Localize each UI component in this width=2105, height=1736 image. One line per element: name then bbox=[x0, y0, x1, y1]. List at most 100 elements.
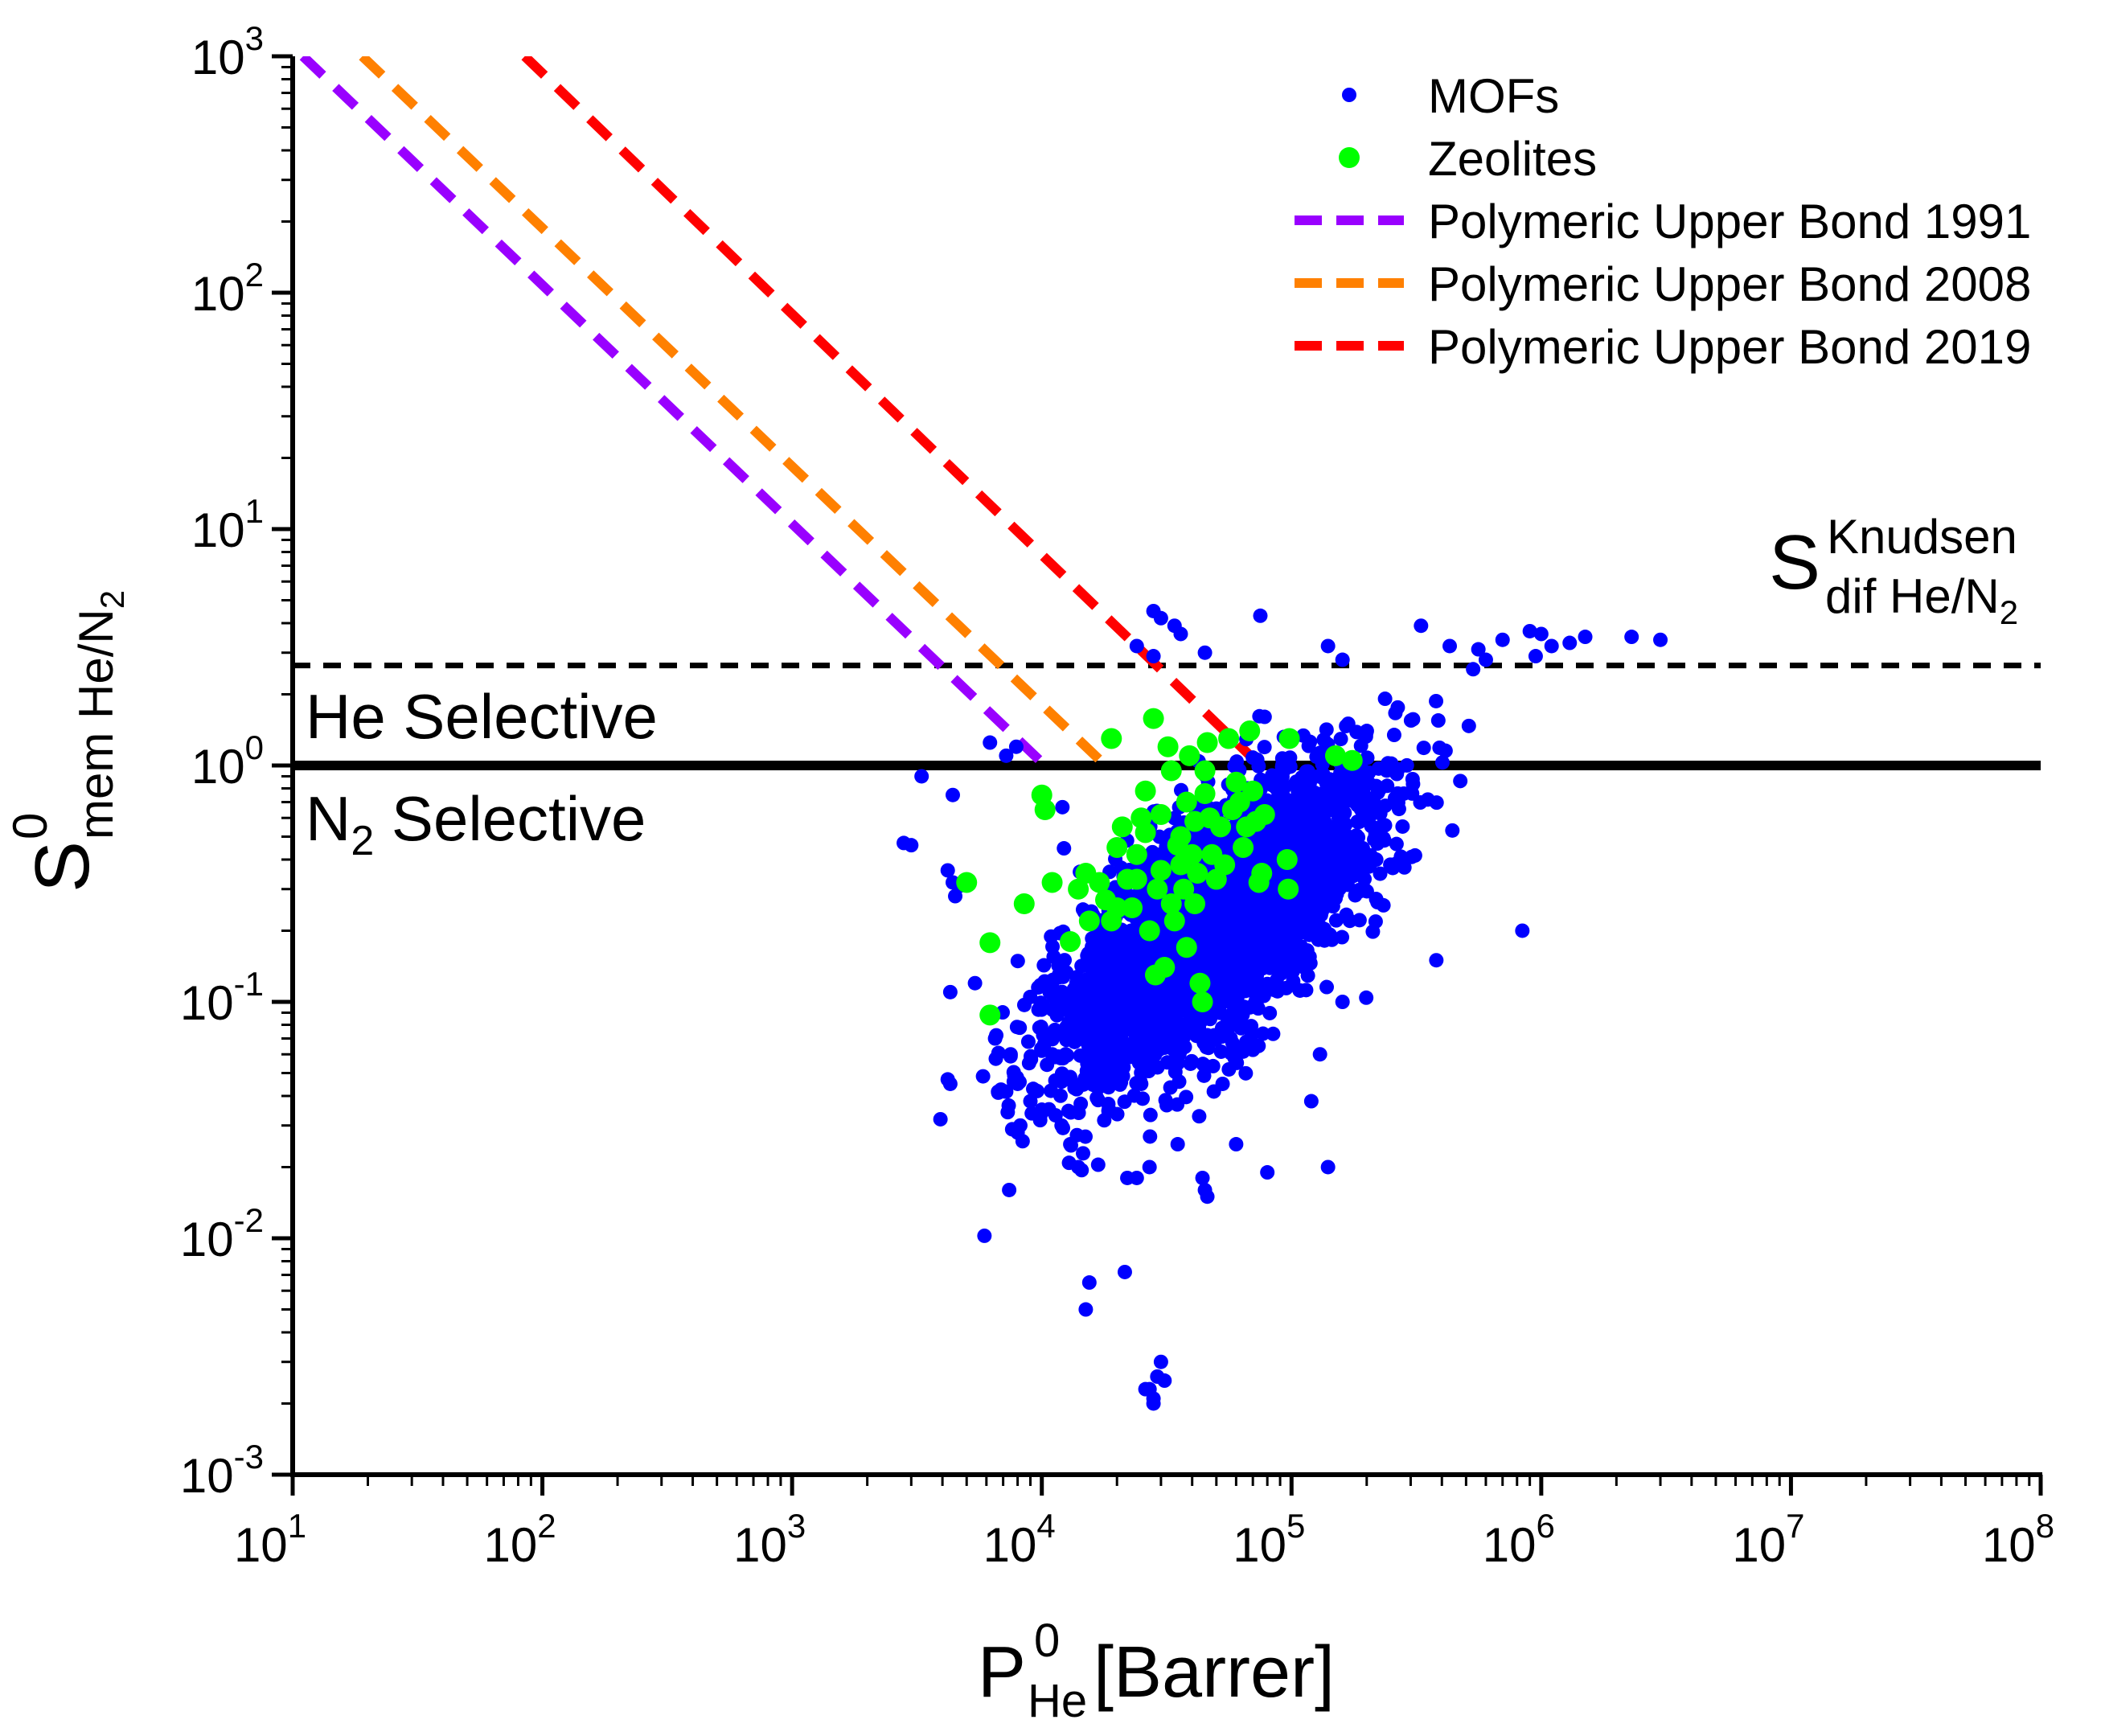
y-tick-label: 10-1 bbox=[180, 965, 264, 1030]
mof-point bbox=[1420, 792, 1435, 807]
mof-point bbox=[1233, 1020, 1249, 1036]
mof-point bbox=[1414, 618, 1429, 634]
mof-point bbox=[1445, 823, 1460, 838]
mof-point bbox=[1020, 1034, 1036, 1049]
mof-point bbox=[1266, 983, 1282, 998]
mof-point bbox=[1522, 623, 1537, 638]
mof-point bbox=[1267, 918, 1282, 934]
y-tick-label: 10-3 bbox=[180, 1438, 264, 1503]
mof-point bbox=[1320, 638, 1336, 654]
mof-point bbox=[1051, 970, 1066, 985]
mof-point bbox=[1139, 1034, 1155, 1049]
mof-point bbox=[1146, 649, 1161, 664]
y-tick-label: 101 bbox=[191, 492, 264, 557]
mof-point bbox=[1072, 1006, 1087, 1021]
mof-point bbox=[1318, 823, 1333, 838]
mof-point bbox=[940, 863, 955, 878]
mof-point bbox=[1578, 630, 1593, 645]
mof-point bbox=[1131, 949, 1147, 964]
zeolite-point bbox=[1214, 854, 1236, 876]
mof-point bbox=[1371, 761, 1386, 776]
mof-point bbox=[1403, 713, 1418, 728]
mof-point bbox=[1212, 899, 1227, 914]
zeolite-point bbox=[1184, 893, 1206, 914]
mof-point bbox=[1390, 700, 1405, 715]
mof-point bbox=[1196, 1057, 1211, 1072]
y-tick-label: 10-2 bbox=[180, 1201, 264, 1266]
mof-point bbox=[1073, 1096, 1089, 1111]
mof-point bbox=[1251, 1038, 1266, 1053]
mof-point bbox=[1227, 897, 1242, 912]
mof-point bbox=[1076, 1146, 1091, 1161]
mof-point bbox=[1266, 1026, 1281, 1041]
mof-point bbox=[1309, 886, 1324, 901]
mof-point bbox=[1072, 994, 1087, 1009]
mof-point bbox=[1090, 1157, 1106, 1172]
mof-point bbox=[987, 1031, 1003, 1046]
mof-point bbox=[1317, 933, 1332, 948]
mof-point bbox=[1129, 1170, 1144, 1185]
mof-point bbox=[1172, 980, 1188, 995]
zeolite-point bbox=[1210, 816, 1232, 838]
mof-point bbox=[1360, 750, 1375, 765]
zeolite-point bbox=[1041, 872, 1063, 893]
mof-point bbox=[1352, 884, 1368, 899]
mof-point bbox=[1466, 662, 1481, 677]
mof-point bbox=[1138, 1008, 1153, 1023]
mof-point bbox=[942, 984, 958, 999]
mof-point bbox=[1356, 787, 1372, 802]
x-tick-label: 102 bbox=[484, 1507, 556, 1572]
x-tick-label: 105 bbox=[1233, 1507, 1305, 1572]
mof-point bbox=[1100, 990, 1115, 1005]
mof-point bbox=[1359, 990, 1374, 1005]
mof-point bbox=[1003, 1047, 1018, 1062]
mof-point bbox=[1301, 738, 1316, 753]
mof-point bbox=[1077, 980, 1092, 995]
mof-point bbox=[1288, 830, 1303, 845]
mof-point bbox=[1102, 1102, 1117, 1117]
mof-point bbox=[1044, 1032, 1060, 1047]
mof-point bbox=[1238, 1065, 1254, 1081]
mof-point bbox=[1094, 1055, 1109, 1070]
mof-point bbox=[1336, 796, 1351, 811]
mof-point bbox=[1225, 981, 1240, 996]
zeolite-point bbox=[1189, 972, 1211, 994]
mof-point bbox=[1078, 1302, 1094, 1317]
mof-point bbox=[1010, 1076, 1025, 1091]
mof-point bbox=[1002, 1182, 1017, 1197]
zeolite-point bbox=[1135, 822, 1156, 843]
mof-point bbox=[1286, 904, 1301, 919]
mof-point bbox=[1386, 728, 1401, 743]
mof-point bbox=[1217, 970, 1232, 985]
zeolite-point bbox=[1179, 745, 1200, 766]
mof-point bbox=[1229, 1137, 1244, 1152]
tick-labels: 101 102 103 104 105 106 107 108 10-3 10-2 10-1 100 1… bbox=[180, 19, 2054, 1572]
mof-point bbox=[999, 748, 1014, 763]
mof-point bbox=[1121, 968, 1136, 983]
mof-point bbox=[1257, 709, 1272, 724]
mof-point bbox=[1151, 1003, 1166, 1019]
mof-point bbox=[1081, 1038, 1096, 1053]
mof-point bbox=[1405, 771, 1420, 786]
mof-point bbox=[1270, 960, 1286, 975]
mof-point bbox=[1055, 799, 1070, 815]
mof-point bbox=[1442, 638, 1458, 654]
mof-point bbox=[1080, 1056, 1095, 1071]
zeolite-point bbox=[1154, 957, 1176, 979]
mof-point bbox=[1312, 1047, 1327, 1062]
mof-point bbox=[1152, 847, 1167, 862]
mof-point bbox=[1170, 1019, 1185, 1034]
mof-point bbox=[1360, 804, 1376, 819]
mof-point bbox=[1235, 915, 1250, 930]
mof-point bbox=[1270, 893, 1285, 909]
mof-point bbox=[1295, 885, 1311, 901]
upper-bound-lines bbox=[299, 56, 1264, 770]
mof-point bbox=[1255, 1026, 1270, 1041]
knudsen-label: S Knudsen dif He/N2 bbox=[1769, 510, 2018, 631]
mof-point bbox=[1044, 1083, 1059, 1098]
mof-point bbox=[1208, 933, 1224, 948]
mof-point bbox=[1208, 911, 1224, 926]
mof-point bbox=[948, 889, 963, 904]
mof-point bbox=[1307, 824, 1322, 839]
zeolite-point bbox=[1034, 799, 1056, 821]
